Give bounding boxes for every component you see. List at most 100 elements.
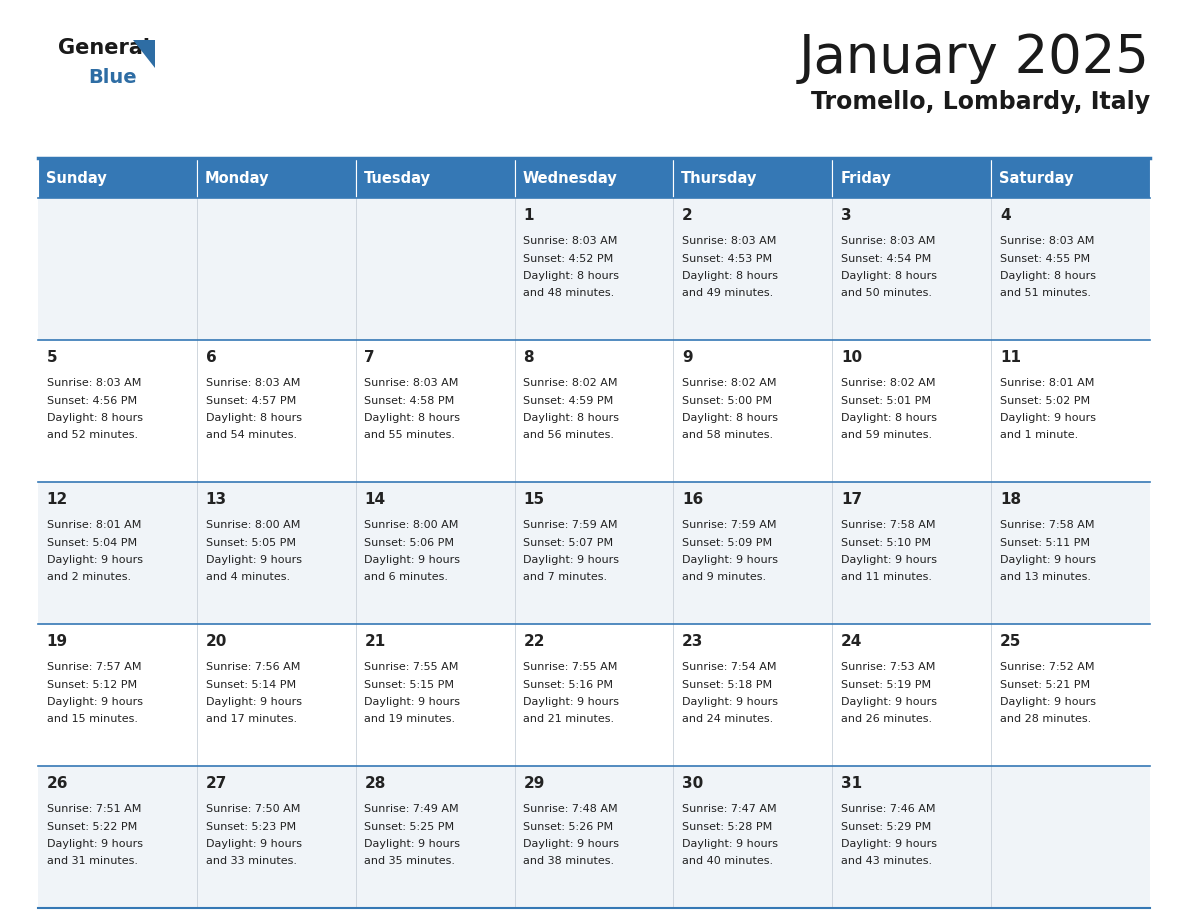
Text: Daylight: 8 hours: Daylight: 8 hours bbox=[841, 271, 937, 281]
Text: and 9 minutes.: and 9 minutes. bbox=[682, 573, 766, 583]
Text: Sunset: 5:14 PM: Sunset: 5:14 PM bbox=[206, 679, 296, 689]
Text: Daylight: 8 hours: Daylight: 8 hours bbox=[523, 271, 619, 281]
Bar bbox=[355, 624, 514, 766]
Bar bbox=[514, 624, 674, 766]
Text: Sunrise: 8:03 AM: Sunrise: 8:03 AM bbox=[682, 236, 777, 246]
Text: Sunrise: 8:03 AM: Sunrise: 8:03 AM bbox=[206, 378, 299, 388]
Text: 23: 23 bbox=[682, 634, 703, 649]
Text: and 48 minutes.: and 48 minutes. bbox=[523, 288, 614, 298]
Bar bbox=[355, 482, 514, 624]
Text: Sunrise: 7:56 AM: Sunrise: 7:56 AM bbox=[206, 662, 299, 672]
Bar bbox=[197, 340, 355, 482]
Text: and 2 minutes.: and 2 minutes. bbox=[46, 573, 131, 583]
Text: General: General bbox=[58, 38, 150, 58]
Bar bbox=[197, 624, 355, 766]
Bar bbox=[38, 766, 197, 908]
Text: Sunrise: 8:01 AM: Sunrise: 8:01 AM bbox=[1000, 378, 1094, 388]
Bar bbox=[833, 482, 991, 624]
Text: and 28 minutes.: and 28 minutes. bbox=[1000, 714, 1091, 724]
Text: Sunset: 4:57 PM: Sunset: 4:57 PM bbox=[206, 396, 296, 406]
Text: Sunset: 5:11 PM: Sunset: 5:11 PM bbox=[1000, 538, 1089, 547]
Text: 10: 10 bbox=[841, 350, 862, 365]
Text: 15: 15 bbox=[523, 492, 544, 507]
Text: Sunset: 4:52 PM: Sunset: 4:52 PM bbox=[523, 253, 613, 263]
Text: Sunrise: 7:51 AM: Sunrise: 7:51 AM bbox=[46, 804, 141, 814]
Text: and 49 minutes.: and 49 minutes. bbox=[682, 288, 773, 298]
Text: Sunset: 5:16 PM: Sunset: 5:16 PM bbox=[523, 679, 613, 689]
Text: Saturday: Saturday bbox=[999, 171, 1074, 185]
Text: and 26 minutes.: and 26 minutes. bbox=[841, 714, 933, 724]
Text: Sunrise: 7:53 AM: Sunrise: 7:53 AM bbox=[841, 662, 935, 672]
Text: 17: 17 bbox=[841, 492, 862, 507]
Text: 16: 16 bbox=[682, 492, 703, 507]
Text: Daylight: 8 hours: Daylight: 8 hours bbox=[523, 413, 619, 423]
Bar bbox=[355, 340, 514, 482]
Text: 3: 3 bbox=[841, 208, 852, 223]
Text: Daylight: 9 hours: Daylight: 9 hours bbox=[1000, 697, 1095, 707]
Text: Daylight: 9 hours: Daylight: 9 hours bbox=[206, 555, 302, 565]
Text: Daylight: 8 hours: Daylight: 8 hours bbox=[841, 413, 937, 423]
Text: 28: 28 bbox=[365, 776, 386, 791]
Text: 8: 8 bbox=[523, 350, 533, 365]
Text: Sunrise: 8:02 AM: Sunrise: 8:02 AM bbox=[523, 378, 618, 388]
Text: 31: 31 bbox=[841, 776, 862, 791]
Text: Sunrise: 8:03 AM: Sunrise: 8:03 AM bbox=[46, 378, 141, 388]
Text: Daylight: 9 hours: Daylight: 9 hours bbox=[365, 697, 461, 707]
Text: Daylight: 9 hours: Daylight: 9 hours bbox=[206, 697, 302, 707]
Text: 24: 24 bbox=[841, 634, 862, 649]
Text: and 33 minutes.: and 33 minutes. bbox=[206, 856, 297, 867]
Text: and 6 minutes.: and 6 minutes. bbox=[365, 573, 448, 583]
Text: Sunset: 5:09 PM: Sunset: 5:09 PM bbox=[682, 538, 772, 547]
Text: 7: 7 bbox=[365, 350, 375, 365]
Text: Daylight: 8 hours: Daylight: 8 hours bbox=[1000, 271, 1095, 281]
Text: Sunrise: 7:59 AM: Sunrise: 7:59 AM bbox=[523, 520, 618, 530]
Text: Daylight: 8 hours: Daylight: 8 hours bbox=[206, 413, 302, 423]
Bar bbox=[514, 766, 674, 908]
Text: Daylight: 9 hours: Daylight: 9 hours bbox=[1000, 555, 1095, 565]
Text: 27: 27 bbox=[206, 776, 227, 791]
Text: and 11 minutes.: and 11 minutes. bbox=[841, 573, 933, 583]
Bar bbox=[197, 766, 355, 908]
Text: Sunrise: 7:54 AM: Sunrise: 7:54 AM bbox=[682, 662, 777, 672]
Text: 2: 2 bbox=[682, 208, 693, 223]
Text: and 40 minutes.: and 40 minutes. bbox=[682, 856, 773, 867]
Text: Sunset: 5:06 PM: Sunset: 5:06 PM bbox=[365, 538, 455, 547]
Bar bbox=[514, 340, 674, 482]
Text: Sunrise: 8:03 AM: Sunrise: 8:03 AM bbox=[841, 236, 935, 246]
Text: Daylight: 9 hours: Daylight: 9 hours bbox=[46, 555, 143, 565]
Text: Sunset: 5:04 PM: Sunset: 5:04 PM bbox=[46, 538, 137, 547]
Text: and 17 minutes.: and 17 minutes. bbox=[206, 714, 297, 724]
Bar bbox=[197, 198, 355, 340]
Text: Daylight: 9 hours: Daylight: 9 hours bbox=[682, 555, 778, 565]
Text: Sunrise: 8:00 AM: Sunrise: 8:00 AM bbox=[365, 520, 459, 530]
Text: Monday: Monday bbox=[204, 171, 270, 185]
Text: Blue: Blue bbox=[88, 68, 137, 87]
Text: 20: 20 bbox=[206, 634, 227, 649]
Bar bbox=[38, 482, 197, 624]
Bar bbox=[197, 158, 355, 198]
Text: Daylight: 9 hours: Daylight: 9 hours bbox=[841, 555, 937, 565]
Text: Sunrise: 7:48 AM: Sunrise: 7:48 AM bbox=[523, 804, 618, 814]
Text: 13: 13 bbox=[206, 492, 227, 507]
Text: Sunrise: 7:55 AM: Sunrise: 7:55 AM bbox=[523, 662, 618, 672]
Bar bbox=[674, 766, 833, 908]
Bar bbox=[833, 340, 991, 482]
Text: and 31 minutes.: and 31 minutes. bbox=[46, 856, 138, 867]
Text: Daylight: 9 hours: Daylight: 9 hours bbox=[46, 839, 143, 849]
Text: Sunset: 5:28 PM: Sunset: 5:28 PM bbox=[682, 822, 772, 832]
Text: 4: 4 bbox=[1000, 208, 1011, 223]
Text: Sunrise: 7:59 AM: Sunrise: 7:59 AM bbox=[682, 520, 777, 530]
Text: Daylight: 9 hours: Daylight: 9 hours bbox=[523, 697, 619, 707]
Text: Sunrise: 7:55 AM: Sunrise: 7:55 AM bbox=[365, 662, 459, 672]
Text: Sunday: Sunday bbox=[46, 171, 107, 185]
Bar bbox=[355, 766, 514, 908]
Text: Daylight: 9 hours: Daylight: 9 hours bbox=[206, 839, 302, 849]
Text: Sunrise: 8:03 AM: Sunrise: 8:03 AM bbox=[365, 378, 459, 388]
Text: Daylight: 9 hours: Daylight: 9 hours bbox=[523, 839, 619, 849]
Text: Sunrise: 7:47 AM: Sunrise: 7:47 AM bbox=[682, 804, 777, 814]
Text: and 38 minutes.: and 38 minutes. bbox=[523, 856, 614, 867]
Text: and 1 minute.: and 1 minute. bbox=[1000, 431, 1079, 441]
Text: Daylight: 9 hours: Daylight: 9 hours bbox=[523, 555, 619, 565]
Bar bbox=[674, 198, 833, 340]
Text: Sunrise: 7:58 AM: Sunrise: 7:58 AM bbox=[1000, 520, 1094, 530]
